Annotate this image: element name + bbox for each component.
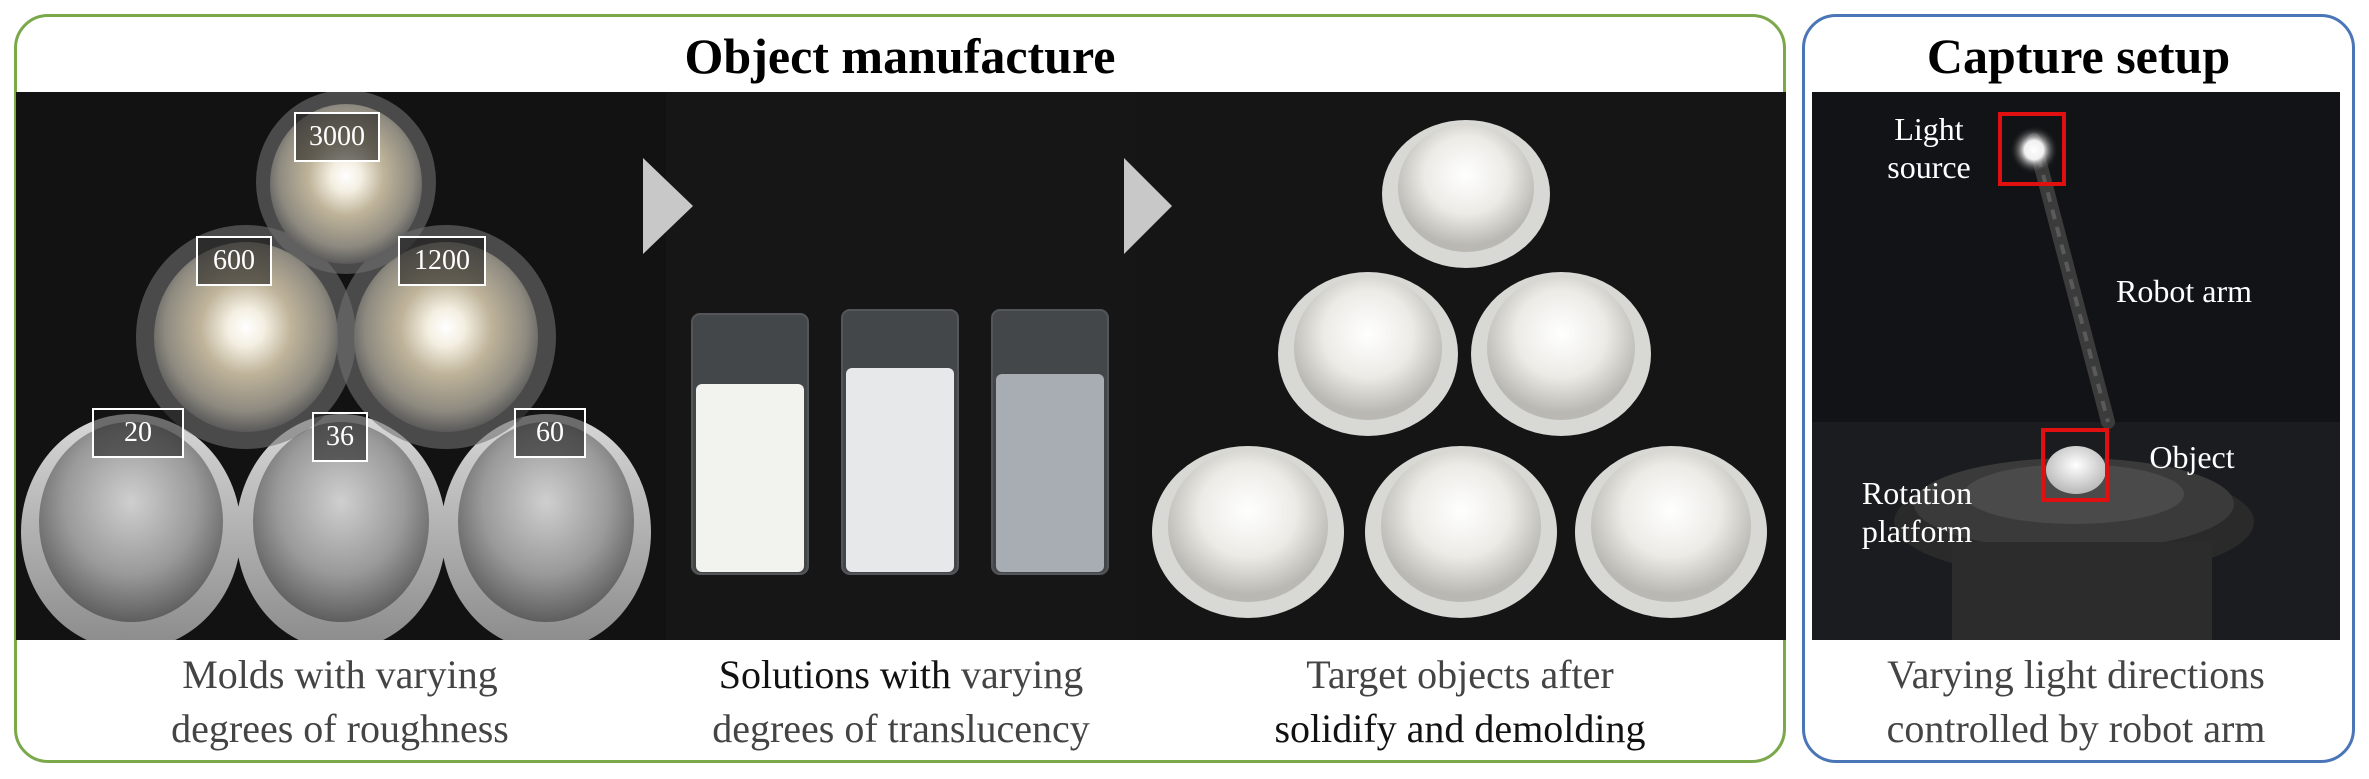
arrow-2-icon: [1124, 158, 1172, 254]
target-objects-photo: [1136, 92, 1786, 640]
light-source-highlight: [1998, 112, 2066, 186]
mold-rough-60: [441, 414, 651, 640]
mold-clear-600: [136, 225, 356, 449]
solutions-caption-line2: degrees of translucency: [712, 706, 1090, 751]
molds-caption: Molds with varying degrees of roughness: [56, 648, 624, 756]
rotation-platform-label: Rotation platform: [1842, 474, 1992, 550]
object-label: Object: [2149, 439, 2235, 475]
robot-arm-label: Robot arm: [2116, 273, 2252, 309]
solutions-caption-line1: Solutions with varying: [666, 648, 1136, 702]
light-source-label-line1: Light: [1894, 111, 1964, 147]
solutions-photo: [666, 92, 1136, 640]
mold-label-600: 600: [196, 236, 272, 286]
dome-top: [1382, 120, 1550, 268]
dome-mid-left: [1278, 272, 1458, 436]
mold-rough-36: [236, 414, 446, 640]
mold-rough-20: [21, 414, 241, 640]
solutions-caption-light: varying: [961, 652, 1084, 697]
beaker-opaque: [691, 313, 809, 575]
mold-label-36: 36: [312, 412, 368, 462]
dome-mid-right: [1471, 272, 1651, 436]
dome-bottom-left: [1152, 446, 1344, 618]
light-source-label-line2: source: [1887, 149, 1971, 185]
object-manufacture-title: Object manufacture: [684, 28, 1116, 84]
molds-photo: 3000 600 1200 20 36 60: [16, 92, 666, 640]
targets-caption-line2: solidify and demolding: [1274, 706, 1646, 751]
rotation-platform-label-line2: platform: [1861, 513, 1973, 549]
solutions-caption: Solutions with varying degrees of transl…: [666, 648, 1136, 756]
beaker-translucent: [991, 309, 1109, 575]
capture-setup-title: Capture setup: [1926, 28, 2231, 84]
mold-label-60: 60: [514, 408, 586, 458]
light-source-label: Light source: [1864, 110, 1994, 186]
capture-caption-line2: controlled by robot arm: [1886, 706, 2266, 751]
mold-clear-1200: [336, 225, 556, 449]
mold-label-20: 20: [92, 408, 184, 458]
molds-caption-line2: degrees of roughness: [171, 706, 509, 751]
capture-caption-line1: Varying light directions: [1887, 652, 2265, 697]
capture-caption: Varying light directions controlled by r…: [1812, 648, 2340, 756]
molds-caption-line1: Molds with varying: [182, 652, 498, 697]
object-highlight: [2041, 428, 2109, 502]
solutions-caption-dark: Solutions with: [718, 652, 952, 697]
mold-label-3000: 3000: [294, 112, 380, 162]
mold-label-1200: 1200: [398, 236, 486, 286]
targets-caption-line1: Target objects after: [1306, 652, 1614, 697]
beaker-semi: [841, 309, 959, 575]
rotation-platform-label-line1: Rotation: [1861, 475, 1973, 511]
dome-bottom-right: [1575, 446, 1767, 618]
capture-setup-photo: Light source Robot arm Object Rotation p…: [1812, 92, 2340, 640]
dome-bottom-center: [1365, 446, 1557, 618]
arrow-1-icon: [643, 158, 693, 254]
targets-caption: Target objects after solidify and demold…: [1180, 648, 1740, 756]
